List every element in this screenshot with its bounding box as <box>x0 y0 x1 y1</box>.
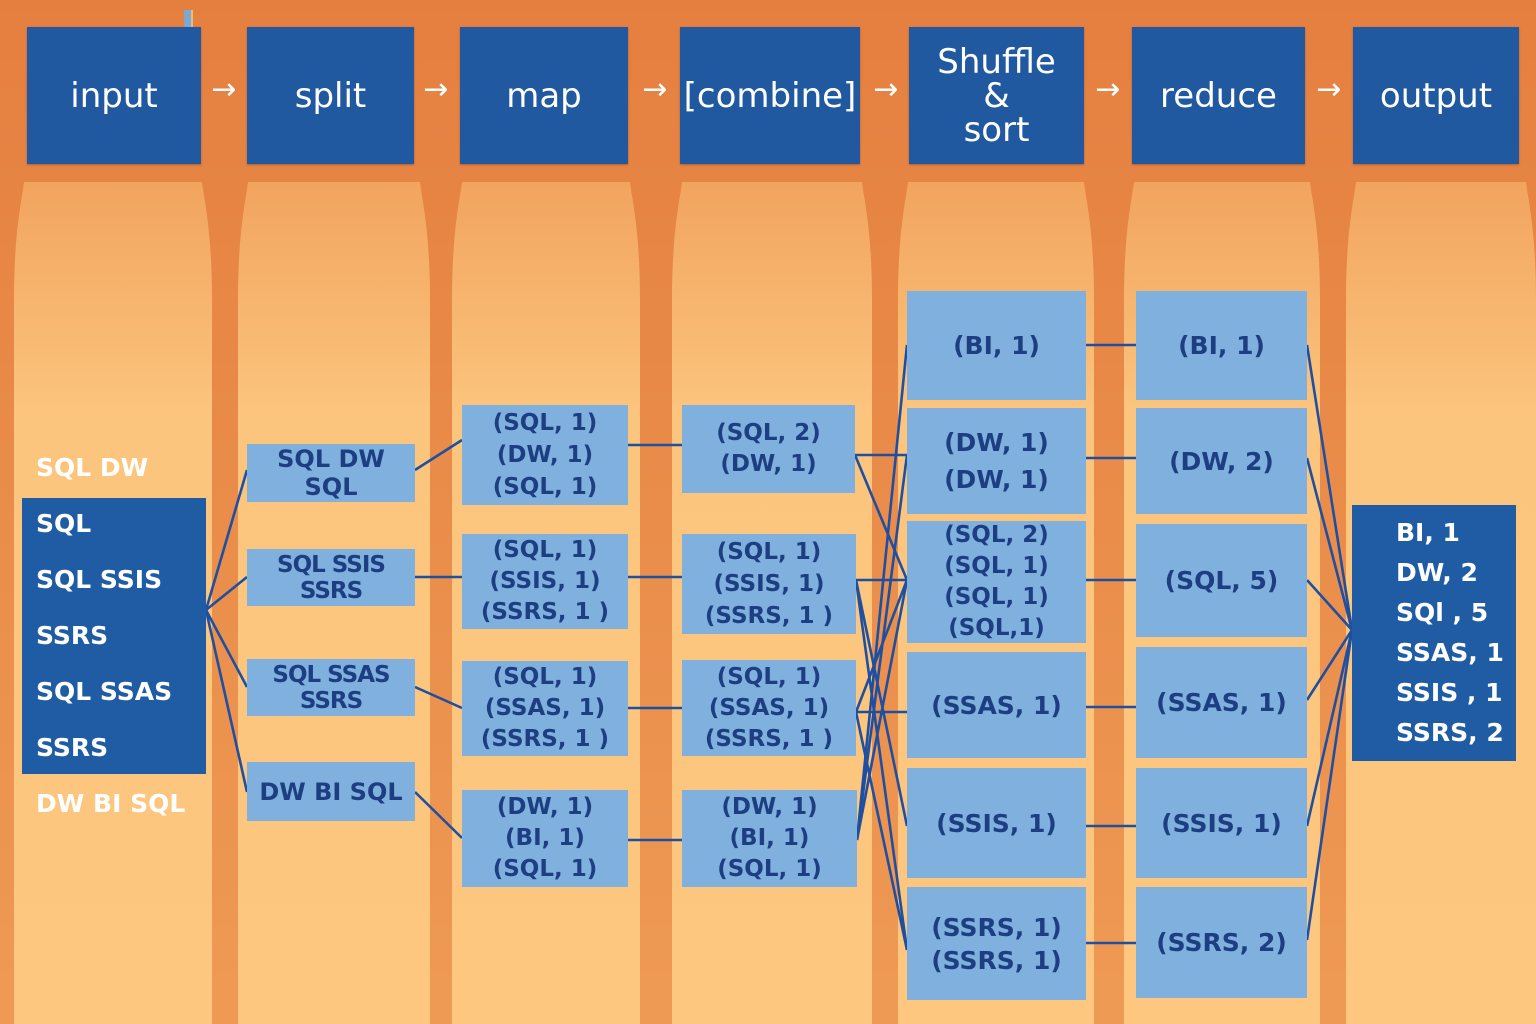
header-input: input <box>27 27 201 164</box>
shuffle-box-bi: (BI, 1) <box>907 291 1086 400</box>
arrow-right-icon: → <box>873 72 899 107</box>
combine-box-1: (SQL, 2) (DW, 1) <box>682 405 855 493</box>
arrow-right-icon: → <box>1316 72 1342 107</box>
reduce-box-ssas: (SSAS, 1) <box>1136 647 1307 758</box>
split-box-1: SQL DW SQL <box>247 444 415 502</box>
shuffle-box-ssis: (SSIS, 1) <box>907 768 1086 878</box>
shuffle-box-dw: (DW, 1) (DW, 1) <box>907 408 1086 514</box>
header-combine: [combine] <box>680 27 860 164</box>
map-box-2: (SQL, 1) (SSIS, 1) (SSRS, 1 ) <box>462 534 628 629</box>
shuffle-box-ssrs: (SSRS, 1) (SSRS, 1) <box>907 887 1086 1000</box>
shuffle-box-ssas: (SSAS, 1) <box>907 652 1086 758</box>
header-reduce: reduce <box>1132 27 1305 164</box>
input-block: SQL DW SQL SQL SSIS SSRS SQL SSAS SSRS D… <box>22 453 206 818</box>
split-box-2: SQL SSIS SSRS <box>247 549 415 606</box>
combine-box-2: (SQL, 1) (SSIS, 1) (SSRS, 1 ) <box>682 534 856 634</box>
reduce-box-sql: (SQL, 5) <box>1136 524 1307 637</box>
map-box-1: (SQL, 1) (DW, 1) (SQL, 1) <box>462 405 628 505</box>
reduce-box-ssis: (SSIS, 1) <box>1136 768 1307 878</box>
combine-box-3: (SQL, 1) (SSAS, 1) (SSRS, 1 ) <box>682 660 856 756</box>
arrow-right-icon: → <box>211 72 237 107</box>
map-box-3: (SQL, 1) (SSAS, 1) (SSRS, 1 ) <box>462 661 628 756</box>
reduce-box-dw: (DW, 2) <box>1136 408 1307 514</box>
output-block: BI, 1 DW, 2 SQl , 5 SSAS, 1 SSIS , 1 SSR… <box>1352 505 1516 761</box>
arrow-right-icon: → <box>423 72 449 107</box>
split-box-4: DW BI SQL <box>247 762 415 821</box>
split-box-3: SQL SSAS SSRS <box>247 659 415 716</box>
header-shuffle-sort: Shuffle & sort <box>909 27 1084 164</box>
header-output: output <box>1353 27 1519 164</box>
header-split: split <box>247 27 414 164</box>
header-map: map <box>460 27 628 164</box>
combine-box-4: (DW, 1) (BI, 1) (SQL, 1) <box>682 790 857 887</box>
arrow-right-icon: → <box>1095 72 1121 107</box>
map-box-4: (DW, 1) (BI, 1) (SQL, 1) <box>462 790 628 887</box>
reduce-box-ssrs: (SSRS, 2) <box>1136 887 1307 998</box>
shuffle-box-sql: (SQL, 2) (SQL, 1) (SQL, 1) (SQL,1) <box>907 521 1086 643</box>
reduce-box-bi: (BI, 1) <box>1136 291 1307 400</box>
arrow-right-icon: → <box>642 72 668 107</box>
